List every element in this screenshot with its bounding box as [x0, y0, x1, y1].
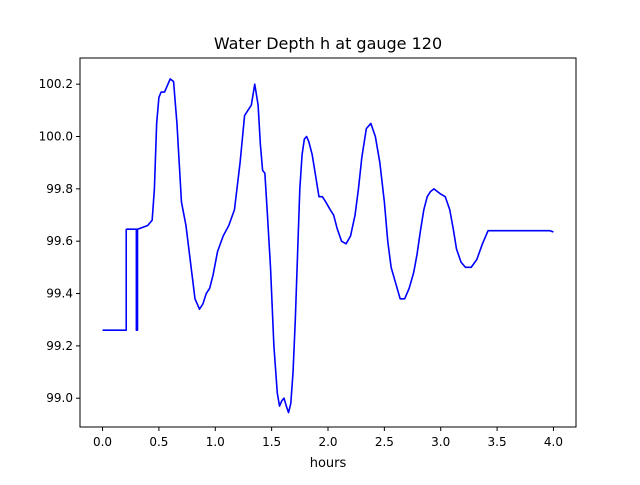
- x-tick-label: 2.5: [375, 435, 394, 449]
- x-tick-label: 3.5: [488, 435, 507, 449]
- axes: 0.0 0.5 1.0 1.5 2.0 2.5 3.0 3.5 4.0 99.0 99.2 99.4 9…: [39, 77, 563, 449]
- chart-title: Water Depth h at gauge 120: [214, 34, 442, 53]
- y-tick-label: 99.6: [46, 234, 73, 248]
- series-group: [102, 78, 554, 414]
- y-tick-label: 99.8: [46, 182, 73, 196]
- x-tick-label: 2.0: [318, 435, 337, 449]
- y-tick-label: 100.2: [39, 77, 73, 91]
- y-tick-label: 100.0: [39, 130, 73, 144]
- x-axis-label: hours: [310, 456, 347, 471]
- y-tick-label: 99.2: [46, 339, 73, 353]
- y-tick-label: 99.4: [46, 287, 73, 301]
- x-tick-label: 1.5: [262, 435, 281, 449]
- y-tick-label: 99.0: [46, 391, 73, 405]
- plot-frame: [79, 57, 577, 428]
- x-tick-label: 0.0: [93, 435, 112, 449]
- x-tick-label: 0.5: [149, 435, 168, 449]
- x-tick-label: 4.0: [544, 435, 563, 449]
- x-tick-label: 1.0: [206, 435, 225, 449]
- series-line: [102, 78, 554, 414]
- x-tick-label: 3.0: [431, 435, 450, 449]
